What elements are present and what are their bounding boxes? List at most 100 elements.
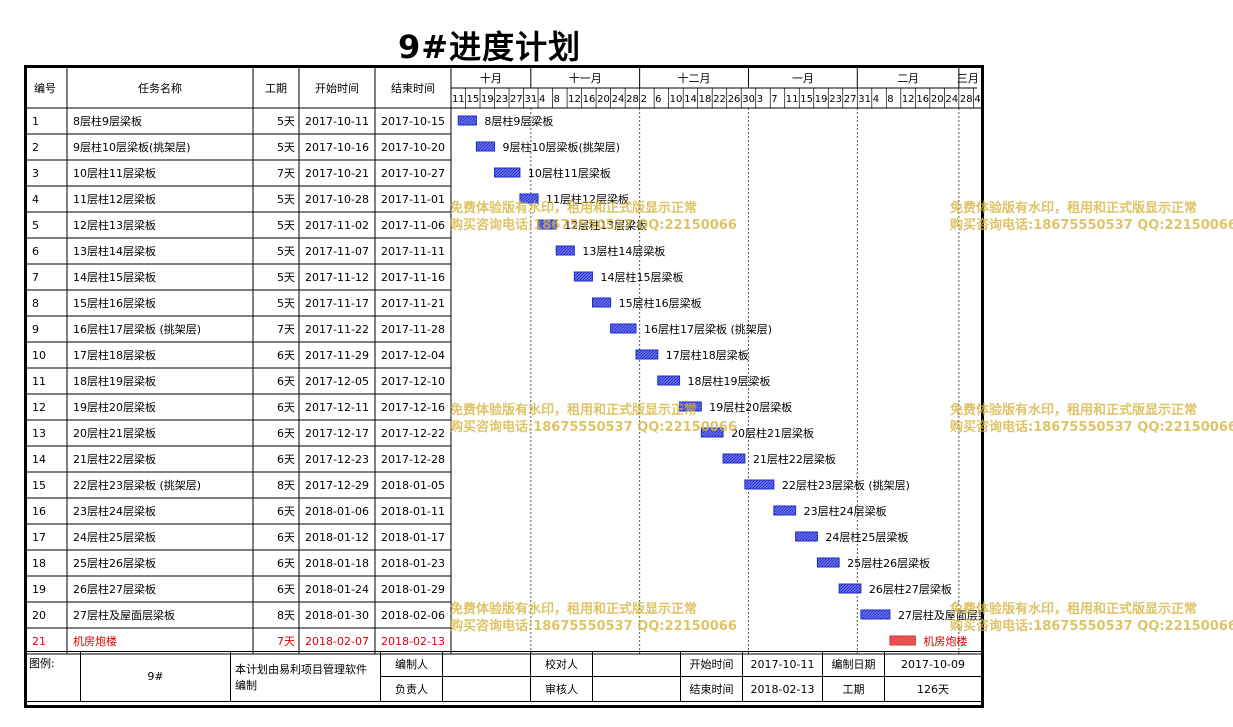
month-label: 十一月 — [569, 71, 602, 85]
task-bar — [838, 583, 862, 594]
task-duration: 6天 — [277, 557, 295, 570]
day-tick-label: 10 — [670, 94, 683, 105]
task-start: 2017-11-17 — [305, 297, 369, 310]
task-bar — [889, 635, 916, 646]
task-duration: 5天 — [277, 245, 295, 258]
task-end: 2017-12-10 — [381, 375, 445, 388]
start-value: 2017-10-11 — [742, 651, 823, 677]
task-bar — [744, 479, 775, 490]
day-tick-label: 4 — [873, 94, 879, 105]
day-tick-label: 30 — [742, 94, 755, 105]
task-bar-label: 11层柱12层梁板 — [546, 192, 629, 206]
plan-footer: 图例: 9# 本计划由易利项目管理软件编制 编制人 校对人 开始时间 2017-… — [24, 651, 982, 702]
task-bar-label: 19层柱20层梁板 — [709, 400, 792, 414]
watermark: 免费体验版有水印，租用和正式版显示正常购买咨询电话:18675550537 QQ… — [950, 200, 1233, 234]
task-end: 2017-11-28 — [381, 323, 445, 336]
day-tick-label: 20 — [597, 94, 610, 105]
start-label: 开始时间 — [680, 651, 743, 677]
day-tick-label: 16 — [583, 94, 596, 105]
task-start: 2018-01-06 — [305, 505, 369, 518]
task-bar-label: 12层柱13层梁板 — [564, 218, 647, 232]
task-name: 16层柱17层梁板 (挑架层) — [73, 322, 201, 336]
software-note: 本计划由易利项目管理软件编制 — [230, 651, 381, 702]
task-start: 2018-01-30 — [305, 609, 369, 622]
task-name: 14层柱15层梁板 — [73, 270, 156, 284]
task-name: 机房炮楼 — [73, 634, 117, 648]
task-bar-label: 22层柱23层梁板 (挑架层) — [782, 478, 910, 492]
task-name: 27层柱及屋面层梁板 — [73, 608, 175, 622]
watermark-line1: 免费体验版有水印，租用和正式版显示正常 — [950, 403, 1198, 418]
month-label: 一月 — [792, 72, 814, 85]
task-start: 2017-10-21 — [305, 167, 369, 180]
task-duration: 5天 — [277, 115, 295, 128]
day-tick-label: 19 — [481, 94, 494, 105]
day-tick-label: 4 — [974, 94, 980, 105]
task-start: 2017-11-29 — [305, 349, 369, 362]
day-tick-label: 27 — [844, 94, 857, 105]
task-id: 6 — [32, 245, 39, 258]
compile-date-value: 2017-10-09 — [884, 651, 982, 677]
task-bar-label: 15层柱16层梁板 — [619, 296, 702, 310]
task-end: 2017-12-04 — [381, 349, 445, 362]
task-bar — [457, 115, 477, 126]
task-start: 2018-01-24 — [305, 583, 369, 596]
task-name: 12层柱13层梁板 — [73, 218, 156, 232]
gantt-frame: 编号 任务名称 工期 开始时间 结束时间 十月 十一月 十二月 一月 二月 三月 11 15 19 23 27… — [24, 65, 984, 708]
task-duration: 6天 — [277, 453, 295, 466]
task-id: 10 — [32, 349, 46, 362]
checker-value[interactable] — [592, 651, 681, 677]
task-start: 2017-10-16 — [305, 141, 369, 154]
task-duration: 7天 — [277, 635, 295, 648]
task-name: 19层柱20层梁板 — [73, 400, 156, 414]
col-header-end: 结束时间 — [391, 82, 435, 95]
checker-label: 校对人 — [530, 651, 593, 677]
task-end: 2018-01-29 — [381, 583, 445, 596]
project-name: 9# — [80, 651, 231, 702]
task-id: 11 — [32, 375, 46, 388]
day-tick-label: 23 — [829, 94, 842, 105]
task-id: 16 — [32, 505, 46, 518]
task-name: 11层柱12层梁板 — [73, 192, 156, 206]
task-start: 2018-01-12 — [305, 531, 369, 544]
task-bar — [795, 531, 818, 542]
day-tick-label: 28 — [960, 94, 973, 105]
task-name: 22层柱23层梁板 (挑架层) — [73, 478, 201, 492]
task-bar-label: 21层柱22层梁板 — [753, 452, 836, 466]
task-end: 2017-10-20 — [381, 141, 445, 154]
task-start: 2017-11-02 — [305, 219, 369, 232]
task-end: 2017-11-21 — [381, 297, 445, 310]
day-tick-label: 2 — [641, 94, 647, 105]
day-tick-label: 27 — [510, 94, 523, 105]
task-bar-label: 23层柱24层梁板 — [804, 504, 887, 518]
task-bar — [610, 323, 637, 334]
task-end: 2017-11-01 — [381, 193, 445, 206]
task-id: 15 — [32, 479, 46, 492]
task-end: 2018-01-23 — [381, 557, 445, 570]
task-end: 2018-02-13 — [381, 635, 445, 648]
task-start: 2018-01-18 — [305, 557, 369, 570]
watermark-line2: 购买咨询电话:18675550537 QQ:22150066 — [950, 218, 1233, 233]
task-duration: 8天 — [277, 609, 295, 622]
reviewer-value[interactable] — [592, 676, 681, 702]
day-tick-label: 22 — [713, 94, 726, 105]
duration-value: 126天 — [884, 676, 982, 702]
day-tick-label: 26 — [728, 94, 741, 105]
month-label: 十月 — [480, 71, 502, 85]
day-tick-label: 16 — [916, 94, 929, 105]
compiler-label: 编制人 — [380, 651, 443, 677]
day-tick-label: 11 — [452, 94, 465, 105]
end-label: 结束时间 — [680, 676, 743, 702]
owner-value[interactable] — [442, 676, 531, 702]
task-end: 2018-01-17 — [381, 531, 445, 544]
day-tick-label: 15 — [800, 94, 813, 105]
task-id: 1 — [32, 115, 39, 128]
task-start: 2017-12-17 — [305, 427, 369, 440]
task-name: 13层柱14层梁板 — [73, 244, 156, 258]
compiler-value[interactable] — [442, 651, 531, 677]
task-end: 2017-11-16 — [381, 271, 445, 284]
task-id: 19 — [32, 583, 46, 596]
watermark-line1: 免费体验版有水印，租用和正式版显示正常 — [950, 201, 1198, 216]
day-tick-label: 24 — [612, 94, 625, 105]
task-end: 2017-12-16 — [381, 401, 445, 414]
col-header-id: 编号 — [34, 81, 56, 95]
